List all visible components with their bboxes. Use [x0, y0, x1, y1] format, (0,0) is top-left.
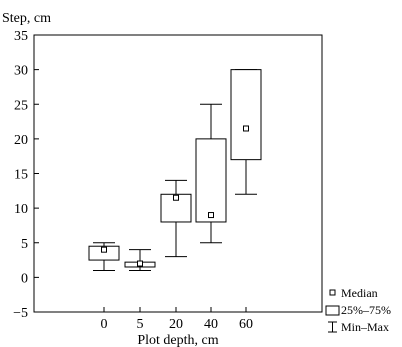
- box-5: [124, 249, 156, 271]
- legend-quartile-marker: [325, 305, 340, 316]
- legend: Median 25%–75% Min–Max: [325, 286, 391, 334]
- box-0: [88, 242, 120, 271]
- legend-minmax-marker: [328, 321, 337, 333]
- y-tick-label: 5: [21, 237, 28, 252]
- x-tick-label: 0: [101, 317, 108, 332]
- boxes-layer: [88, 69, 262, 271]
- median-marker: [208, 212, 214, 219]
- quartile-box: [195, 138, 227, 223]
- quartile-box: [160, 193, 192, 223]
- legend-median-label: Median: [341, 286, 378, 300]
- y-tick-label: 20: [14, 133, 28, 148]
- legend-median-marker: [329, 289, 336, 296]
- y-tick-label: 15: [14, 168, 28, 183]
- y-axis: −5 0 5 10 15 20 25 30 35: [13, 29, 39, 321]
- box-40: [195, 103, 227, 244]
- y-axis-title: Step, cm: [2, 11, 51, 26]
- x-axis-title: Plot depth, cm: [137, 333, 218, 347]
- x-tick-label: 20: [169, 317, 183, 332]
- legend-minmax-label: Min–Max: [341, 320, 389, 334]
- y-tick-label: 30: [14, 64, 28, 79]
- y-tick-label: 35: [14, 29, 28, 44]
- plot-frame: [33, 34, 323, 313]
- x-axis: 0 5 20 40 60: [101, 307, 253, 332]
- median-marker: [101, 246, 107, 253]
- y-tick-label: 0: [21, 271, 28, 286]
- y-tick-label: 25: [14, 98, 28, 113]
- y-tick-label: 10: [14, 202, 28, 217]
- median-marker: [173, 194, 179, 201]
- box-60: [230, 69, 262, 195]
- box-20: [160, 179, 192, 258]
- x-tick-label: 60: [239, 317, 253, 332]
- legend-quartile-label: 25%–75%: [341, 303, 391, 317]
- x-tick-label: 5: [137, 317, 144, 332]
- median-marker: [243, 125, 249, 132]
- quartile-box: [88, 245, 120, 261]
- x-tick-label: 40: [204, 317, 218, 332]
- y-tick-label: −5: [13, 306, 28, 321]
- median-marker: [137, 260, 143, 267]
- quartile-box: [230, 69, 262, 161]
